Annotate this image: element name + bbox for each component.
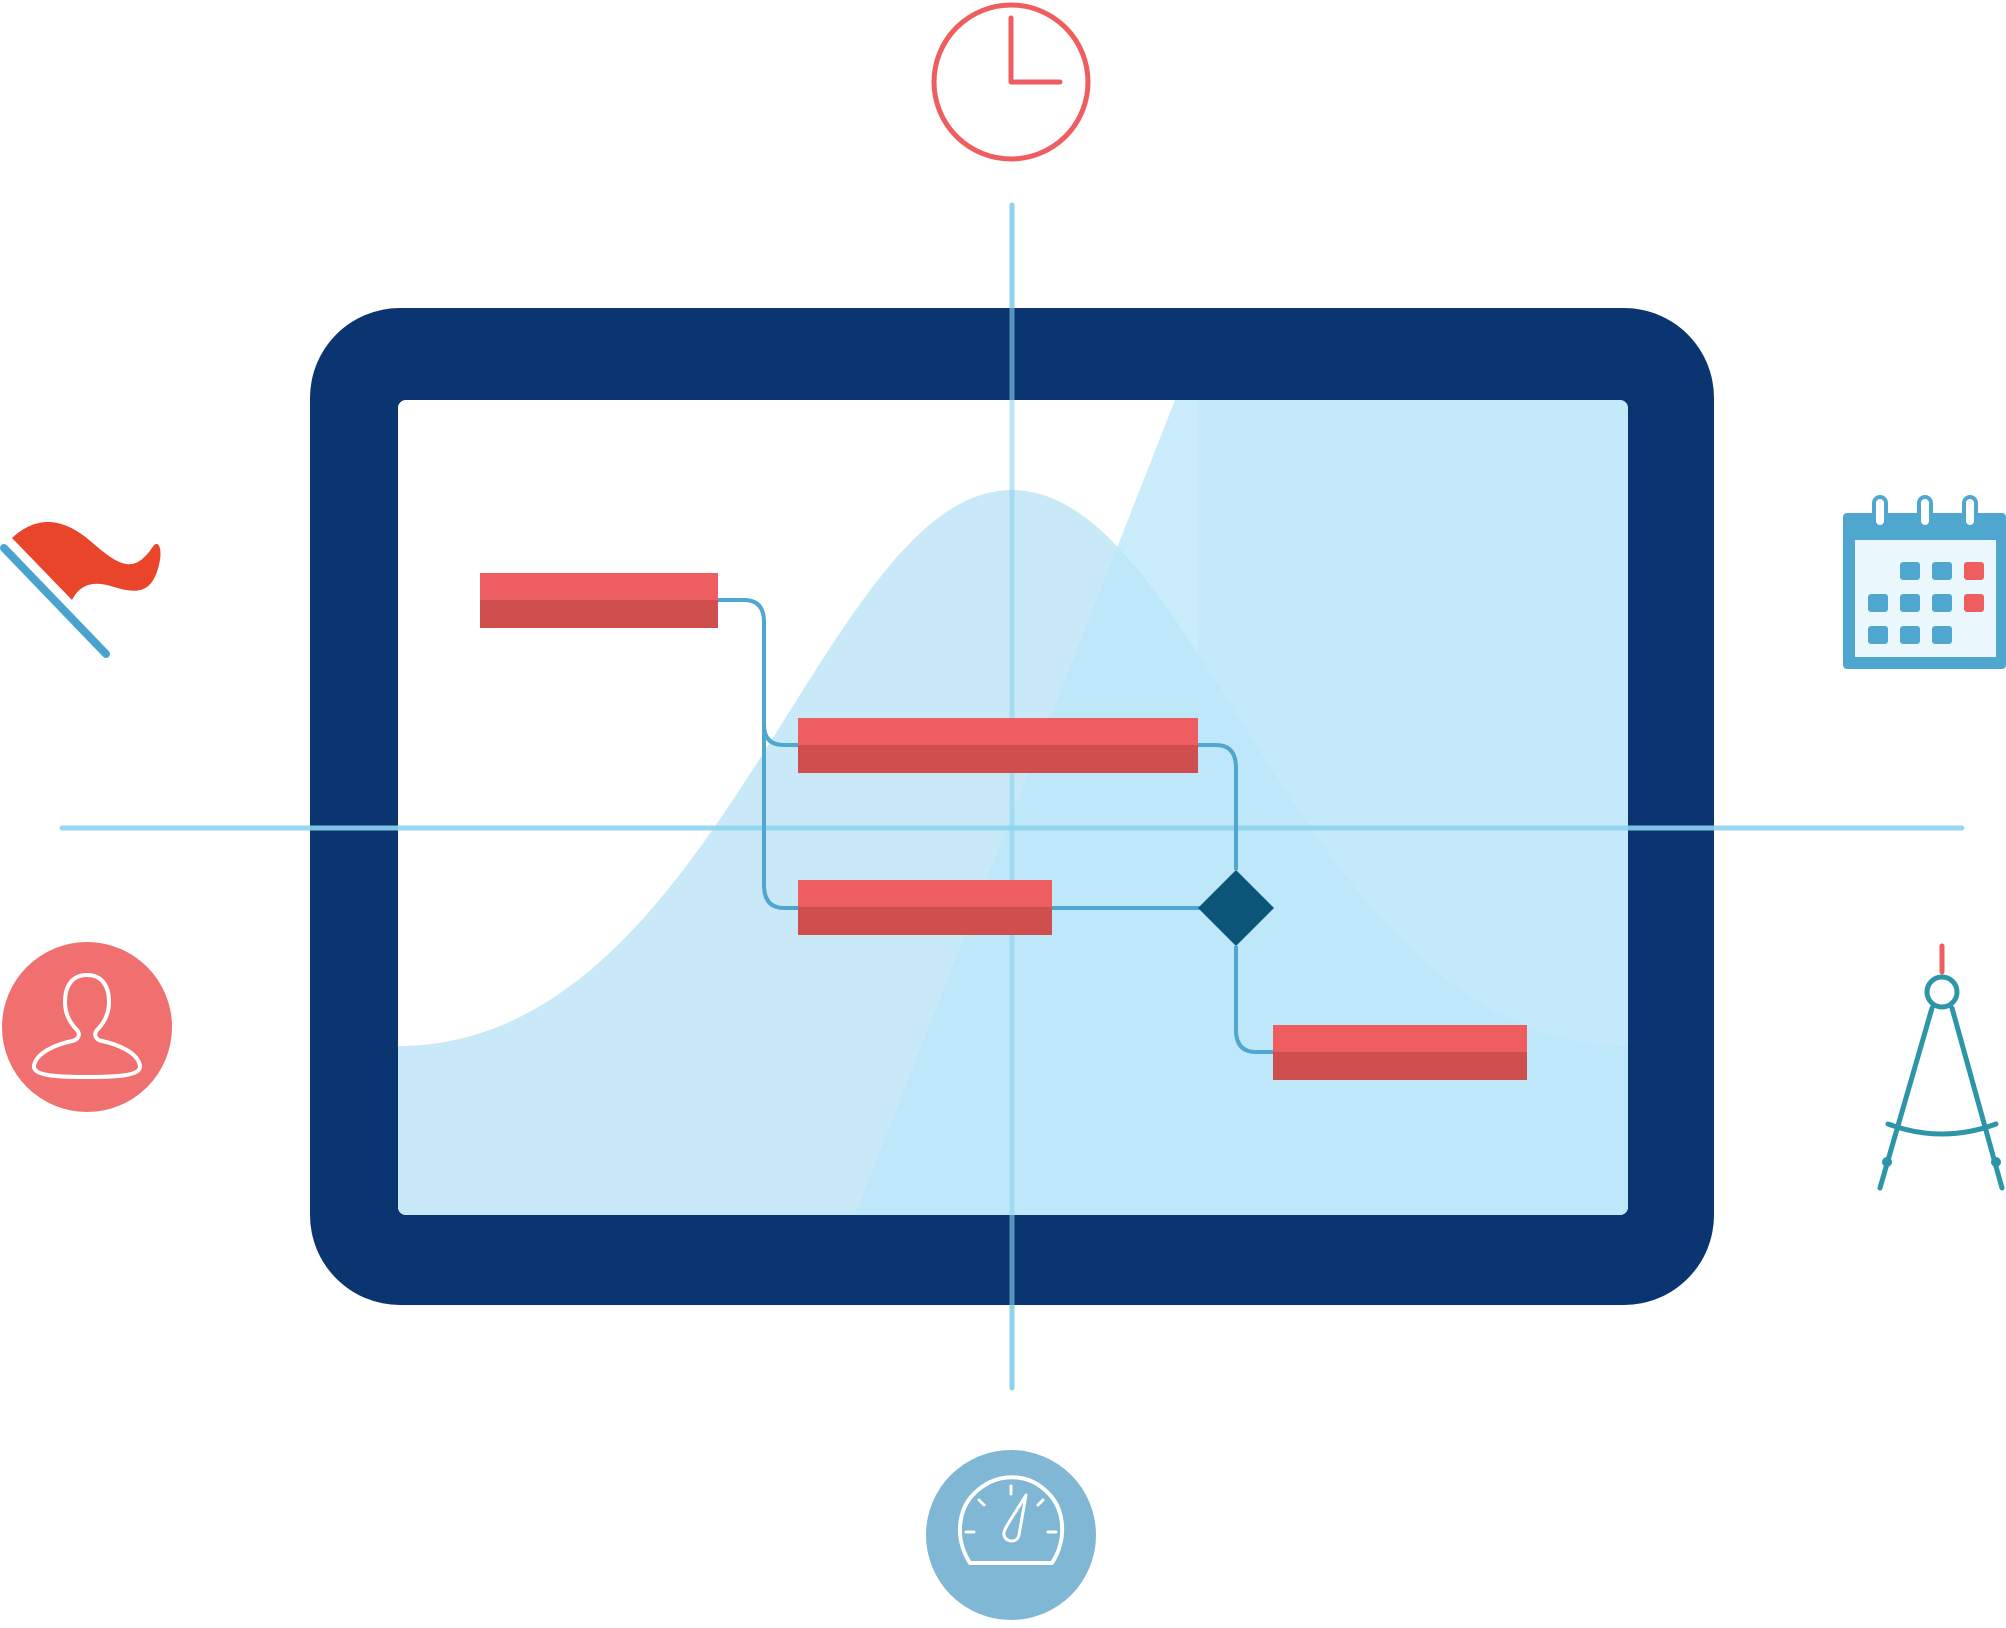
user-silhouette: [32, 973, 142, 1079]
task-bar-3-shade: [798, 907, 1052, 935]
speedometer-ticks: [964, 1484, 1058, 1534]
clock-hands: [1008, 15, 1063, 85]
compass-icon: [1877, 943, 2005, 1191]
calendar-rings: [1872, 495, 1978, 529]
user-icon: [2, 942, 172, 1112]
compass-arc: [1885, 1121, 1999, 1137]
speedometer-icon: [926, 1450, 1096, 1620]
speedometer-background: [926, 1450, 1096, 1620]
flag-cloth: [12, 521, 161, 600]
connector-task1-task2: [718, 598, 800, 747]
flag-icon: [0, 521, 161, 658]
flag-pole: [0, 544, 110, 658]
clock-icon: [931, 2, 1091, 162]
gantt-task-3: [798, 880, 1052, 935]
gantt-task-4: [1273, 1025, 1527, 1080]
compass-right-joint: [1991, 1157, 2001, 1167]
milestone-diamond: [1198, 870, 1274, 946]
connector-task1-task3: [762, 720, 800, 910]
calendar-icon: [1843, 495, 2006, 669]
calendar-days: [1868, 562, 1984, 644]
user-icon-background: [2, 942, 172, 1112]
task-bar-2-shade: [798, 745, 1198, 773]
task-bar-1-shade: [480, 600, 718, 628]
task-bar-4-shade: [1273, 1052, 1527, 1080]
compass-hinge: [1924, 974, 1960, 1010]
connector-milestone-task4: [1234, 946, 1274, 1054]
gantt-task-2: [798, 718, 1198, 773]
connector-task2-milestone: [1198, 743, 1238, 870]
screen-glare: [855, 400, 1628, 1215]
speedometer-dial: [958, 1475, 1065, 1565]
compass-left-joint: [1882, 1157, 1892, 1167]
gantt-task-1: [480, 573, 718, 628]
gantt-connectors: [718, 598, 1274, 1054]
speedometer-needle: [1002, 1493, 1028, 1543]
